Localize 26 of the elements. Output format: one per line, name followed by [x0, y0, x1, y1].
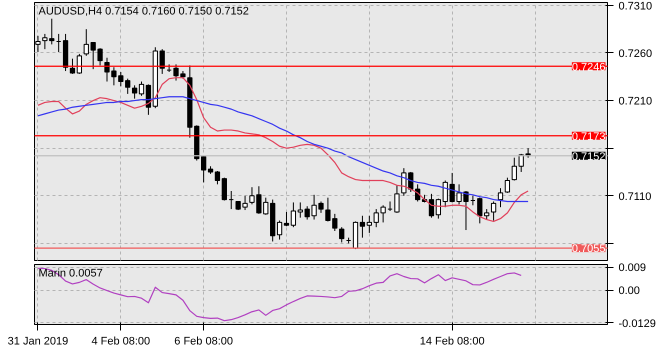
y-tick-label: 0.00 [618, 285, 640, 298]
ref-line-label: 0.7173 [572, 130, 606, 143]
x-tick-label: 31 Jan 2019 [8, 336, 68, 348]
ref-line-label: 0.7152 [572, 150, 606, 163]
ref-line-label: 0.7246 [572, 61, 606, 74]
chart-title: AUDUSD,H4 0.7154 0.7160 0.7150 0.7152 [38, 6, 249, 18]
x-tick-label: 4 Feb 08:00 [91, 336, 150, 348]
x-tick-label: 14 Feb 08:00 [420, 336, 485, 348]
y-tick-label: -0.0129 [618, 318, 656, 330]
candlestick [504, 177, 510, 194]
y-tick-label: 0.7310 [618, 0, 652, 12]
candlestick [380, 204, 386, 223]
candlestick [490, 200, 496, 222]
x-tick-label: 6 Feb 08:00 [174, 336, 233, 348]
candlestick [339, 226, 344, 243]
y-tick-label: 0.7260 [618, 48, 652, 60]
candlestick [318, 200, 324, 214]
candlestick [498, 188, 504, 208]
candlestick [173, 64, 179, 82]
y-tick-label: 0.009 [618, 262, 646, 274]
candlestick [394, 184, 400, 214]
candlestick [138, 81, 144, 96]
y-tick-label: 0.7110 [618, 190, 652, 203]
y-tick-label: 0.7210 [618, 96, 652, 108]
line-series [37, 268, 522, 322]
candlestick [132, 84, 138, 100]
